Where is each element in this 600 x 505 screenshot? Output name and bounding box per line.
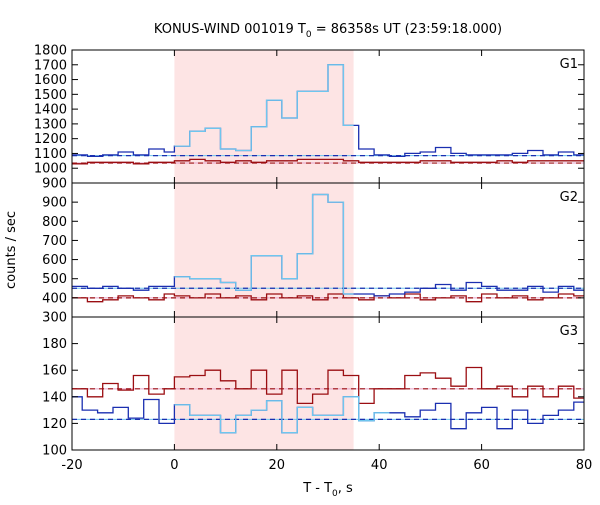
- panel-g2-y-tick-label: 400: [42, 291, 67, 306]
- x-tick-label: 40: [371, 458, 388, 473]
- x-tick-label: 20: [269, 458, 286, 473]
- panel-g1-y-tick-label: 1500: [34, 88, 67, 103]
- panel-g3-label: G3: [560, 324, 578, 339]
- chart-title: KONUS-WIND 001019 T0 = 86358s UT (23:59:…: [154, 22, 502, 40]
- panel-g2-red-series: [72, 293, 584, 303]
- panel-g3-y-tick-label: 140: [42, 390, 67, 405]
- panel-g1-y-tick-label: 900: [42, 177, 67, 192]
- y-axis-title: counts / sec: [4, 211, 19, 289]
- panel-g3-y-tick-label: 100: [42, 444, 67, 459]
- panel-g1-y-tick-label: 1700: [34, 58, 67, 73]
- panel-g2-y-tick-label: 800: [42, 215, 67, 230]
- panel-g3-cyan-series: [174, 396, 390, 434]
- x-tick-label: 0: [170, 458, 178, 473]
- panel-g2-y-tick-label: 900: [42, 196, 67, 211]
- panel-g1-y-tick-label: 1100: [34, 147, 67, 162]
- panel-g2-y-tick-label: 700: [42, 234, 67, 249]
- panel-g1-y-tick-label: 1800: [34, 44, 67, 59]
- panel-g2-y-tick-label: 300: [42, 311, 67, 326]
- panel-g2-y-tick-label: 600: [42, 253, 67, 268]
- panel-g1-y-tick-label: 1000: [34, 162, 67, 177]
- panel-g1-y-tick-label: 1400: [34, 103, 67, 118]
- panel-g1-y-tick-label: 1600: [34, 73, 67, 88]
- x-axis-title: T - T0, s: [302, 481, 353, 499]
- panel-g3-y-tick-label: 120: [42, 417, 67, 432]
- panel-g1-y-tick-label: 1200: [34, 132, 67, 147]
- panel-g1-label: G1: [560, 57, 578, 72]
- highlight-interval: [174, 50, 354, 450]
- panel-g1-red-series: [72, 158, 584, 165]
- x-tick-label: 80: [576, 458, 593, 473]
- x-tick-label: 60: [473, 458, 490, 473]
- plot-area: 900100011001200130014001500160017001800G…: [34, 44, 592, 474]
- panel-g3-red-series: [72, 366, 584, 405]
- panel-g3-frame: [71, 316, 585, 451]
- panel-g3-y-tick-label: 160: [42, 364, 67, 379]
- panel-g2-cyan-series: [174, 193, 354, 295]
- panel-g1-y-tick-label: 1300: [34, 117, 67, 132]
- panel-g1-cyan-series: [174, 64, 354, 152]
- panel-g3-y-tick-label: 180: [42, 337, 67, 352]
- panel-g2-y-tick-label: 500: [42, 272, 67, 287]
- panel-g2-label: G2: [560, 190, 578, 205]
- x-tick-label: -20: [61, 458, 82, 473]
